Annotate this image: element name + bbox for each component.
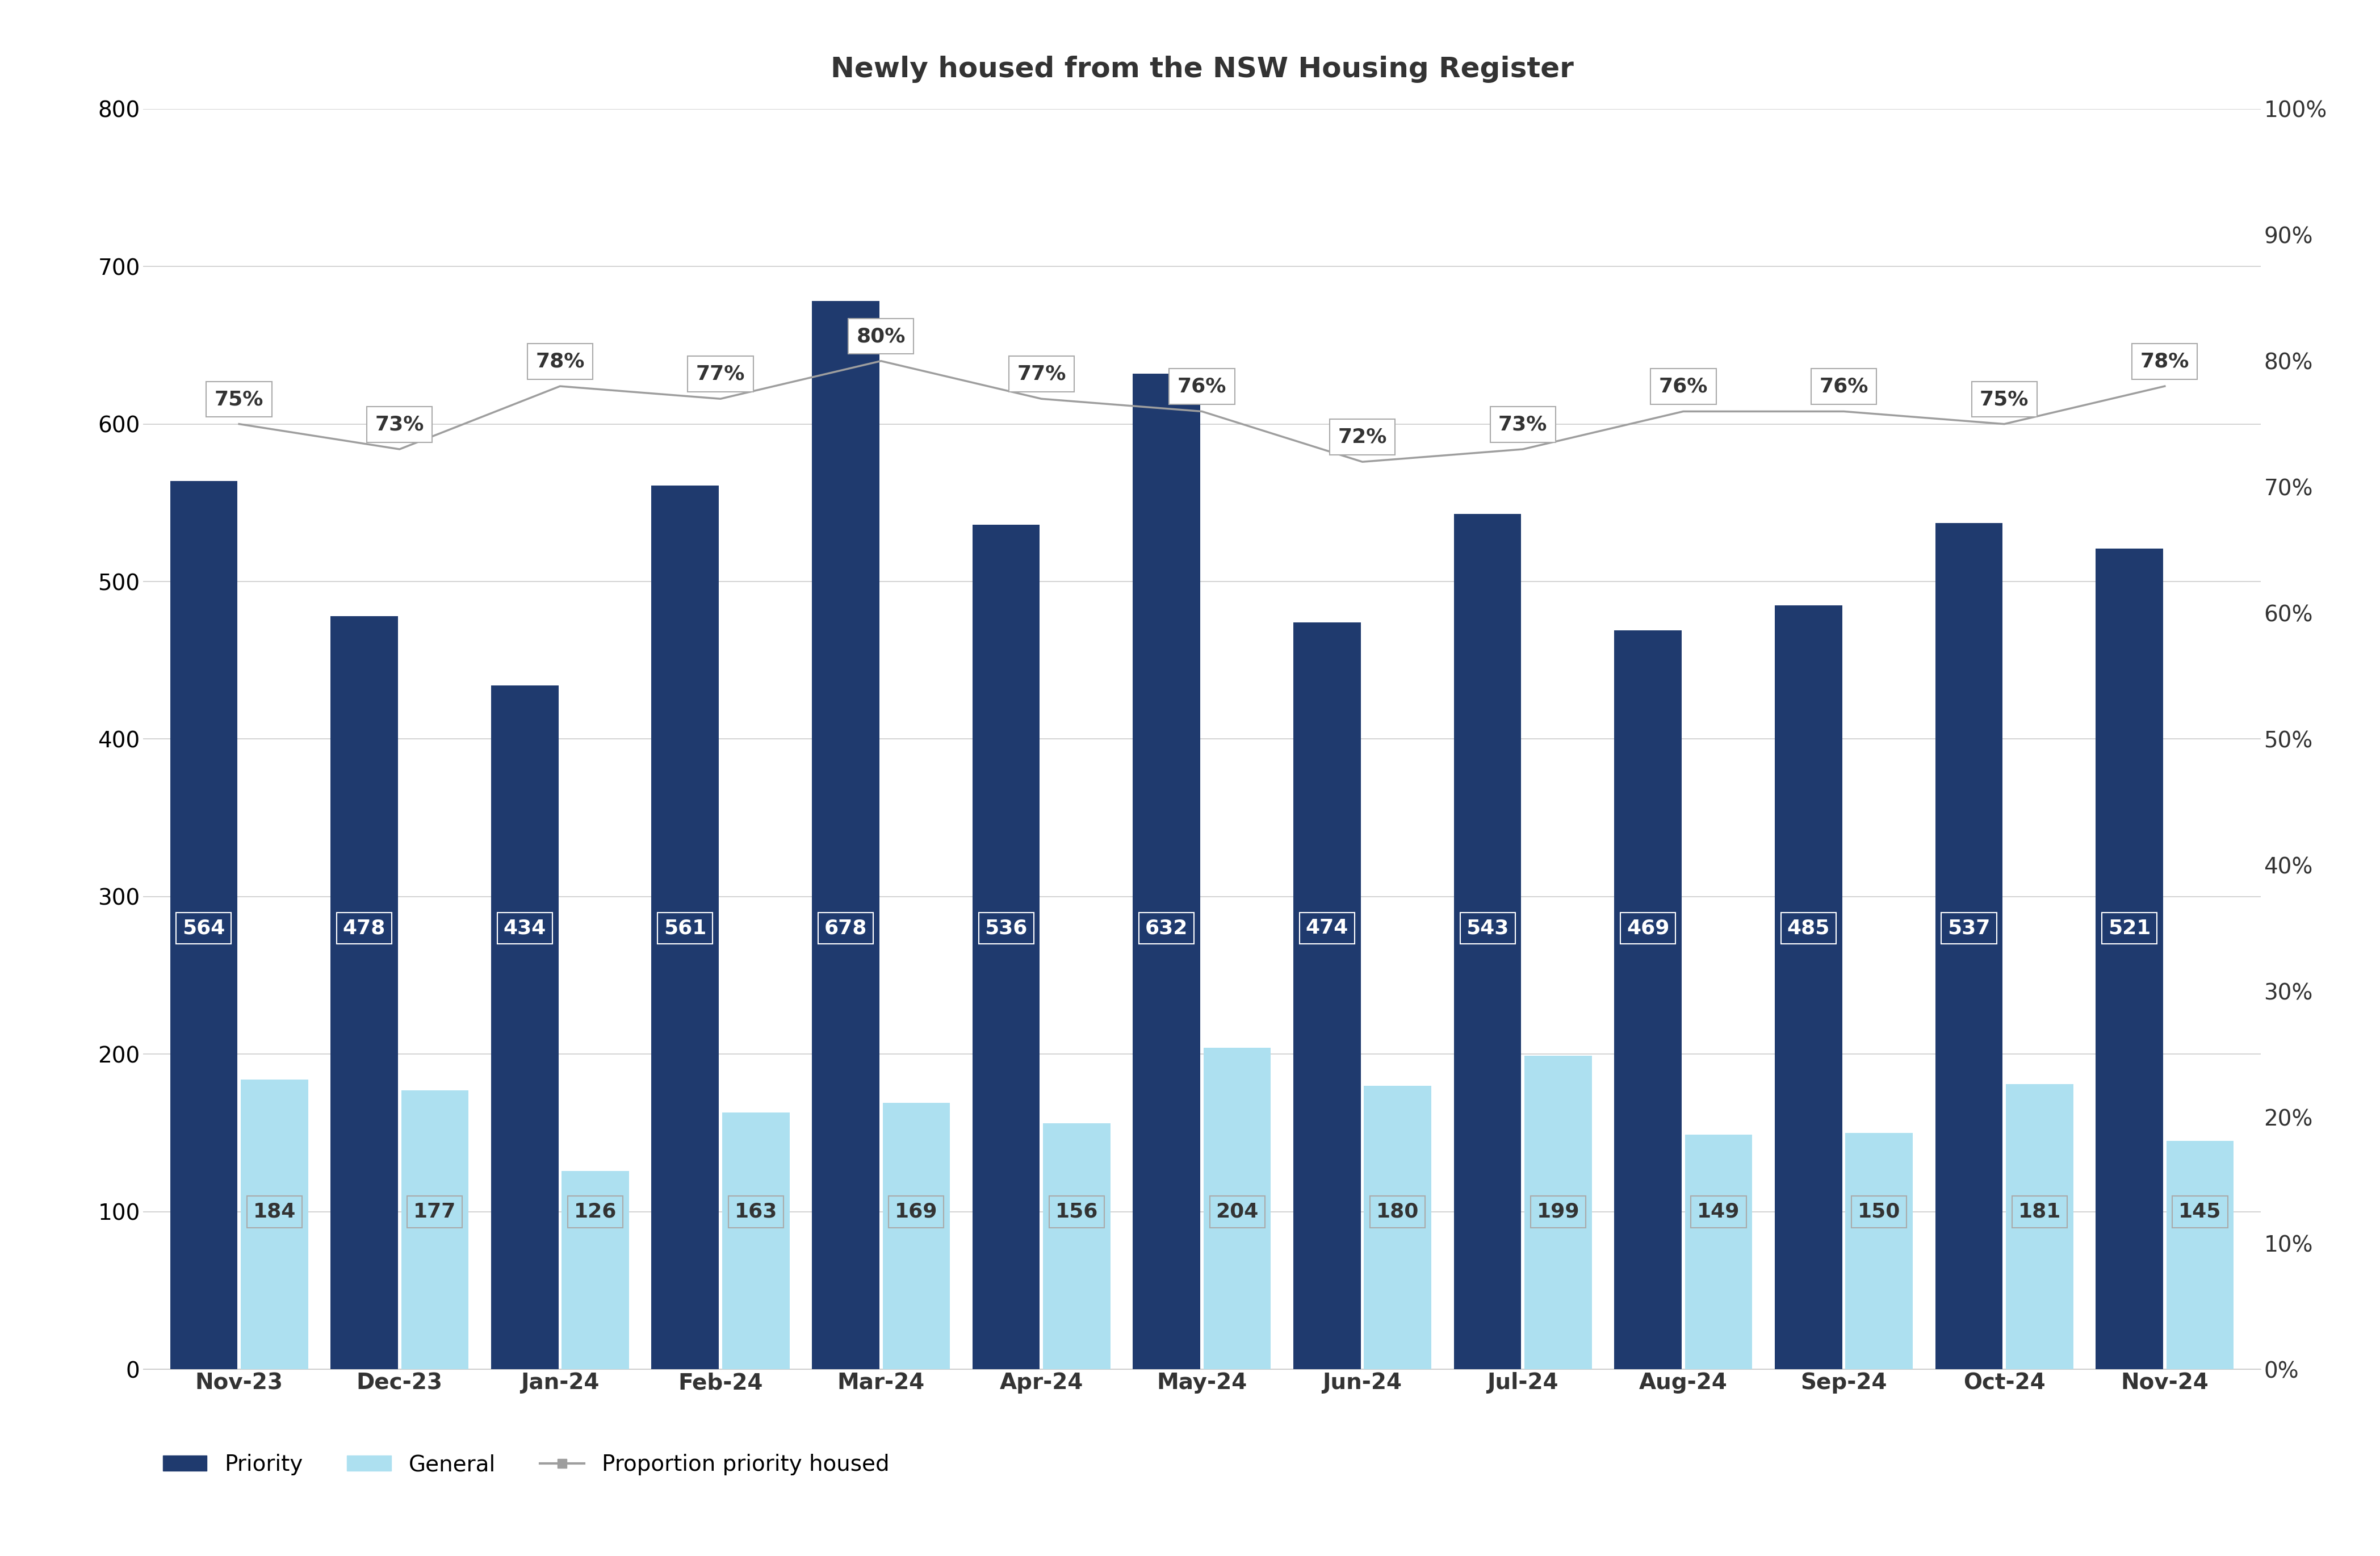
Text: 149: 149 bbox=[1697, 1203, 1740, 1221]
Text: 180: 180 bbox=[1376, 1203, 1418, 1221]
Text: 78%: 78% bbox=[536, 352, 585, 370]
Text: 469: 469 bbox=[1626, 918, 1668, 938]
Bar bbox=[402, 1091, 469, 1369]
Bar bbox=[1292, 622, 1361, 1369]
Title: Newly housed from the NSW Housing Register: Newly housed from the NSW Housing Regist… bbox=[831, 56, 1573, 82]
Text: 561: 561 bbox=[664, 918, 707, 938]
Text: 76%: 76% bbox=[1659, 377, 1709, 397]
Bar bbox=[490, 686, 559, 1369]
Text: 75%: 75% bbox=[214, 389, 264, 409]
Text: 485: 485 bbox=[1787, 918, 1830, 938]
Bar bbox=[2166, 1141, 2235, 1369]
Bar bbox=[169, 481, 238, 1369]
Text: 75%: 75% bbox=[1980, 389, 2028, 409]
Bar bbox=[1844, 1133, 1914, 1369]
Text: 163: 163 bbox=[735, 1203, 778, 1221]
Bar bbox=[1042, 1123, 1111, 1369]
Text: 73%: 73% bbox=[376, 415, 424, 434]
Bar bbox=[1935, 523, 2002, 1369]
Text: 537: 537 bbox=[1947, 918, 1990, 938]
Text: 145: 145 bbox=[2178, 1203, 2221, 1221]
Text: 181: 181 bbox=[2018, 1203, 2061, 1221]
Bar bbox=[883, 1103, 950, 1369]
Bar bbox=[1454, 513, 1521, 1369]
Text: 536: 536 bbox=[985, 918, 1028, 938]
Text: 76%: 76% bbox=[1178, 377, 1226, 397]
Text: 80%: 80% bbox=[857, 327, 904, 345]
Text: 204: 204 bbox=[1216, 1203, 1259, 1221]
Text: 77%: 77% bbox=[1016, 364, 1066, 384]
Text: 678: 678 bbox=[823, 918, 866, 938]
Bar bbox=[240, 1080, 307, 1369]
Bar bbox=[1775, 605, 1842, 1369]
Text: 474: 474 bbox=[1307, 918, 1349, 938]
Text: 478: 478 bbox=[343, 918, 386, 938]
Bar bbox=[1364, 1086, 1430, 1369]
Bar bbox=[973, 524, 1040, 1369]
Bar bbox=[1133, 373, 1200, 1369]
Text: 156: 156 bbox=[1054, 1203, 1097, 1221]
Bar bbox=[1685, 1134, 1752, 1369]
Bar bbox=[721, 1113, 790, 1369]
Legend: Priority, General, Proportion priority housed: Priority, General, Proportion priority h… bbox=[155, 1446, 897, 1484]
Bar bbox=[562, 1170, 628, 1369]
Bar bbox=[1526, 1057, 1592, 1369]
Bar bbox=[812, 302, 878, 1369]
Bar bbox=[2006, 1085, 2073, 1369]
Text: 72%: 72% bbox=[1338, 428, 1388, 447]
Text: 126: 126 bbox=[574, 1203, 616, 1221]
Text: 564: 564 bbox=[183, 918, 226, 938]
Text: 184: 184 bbox=[252, 1203, 295, 1221]
Text: 76%: 76% bbox=[1818, 377, 1868, 397]
Text: 77%: 77% bbox=[695, 364, 745, 384]
Bar bbox=[652, 485, 719, 1369]
Text: 169: 169 bbox=[895, 1203, 938, 1221]
Text: 177: 177 bbox=[414, 1203, 457, 1221]
Bar bbox=[331, 616, 397, 1369]
Text: 150: 150 bbox=[1859, 1203, 1902, 1221]
Bar bbox=[1204, 1047, 1271, 1369]
Text: 434: 434 bbox=[502, 918, 545, 938]
Text: 78%: 78% bbox=[2140, 352, 2190, 370]
Bar bbox=[2097, 548, 2163, 1369]
Text: 521: 521 bbox=[2109, 918, 2152, 938]
Text: 632: 632 bbox=[1145, 918, 1188, 938]
Text: 199: 199 bbox=[1537, 1203, 1580, 1221]
Bar bbox=[1614, 630, 1683, 1369]
Text: 73%: 73% bbox=[1499, 415, 1547, 434]
Text: 543: 543 bbox=[1466, 918, 1509, 938]
